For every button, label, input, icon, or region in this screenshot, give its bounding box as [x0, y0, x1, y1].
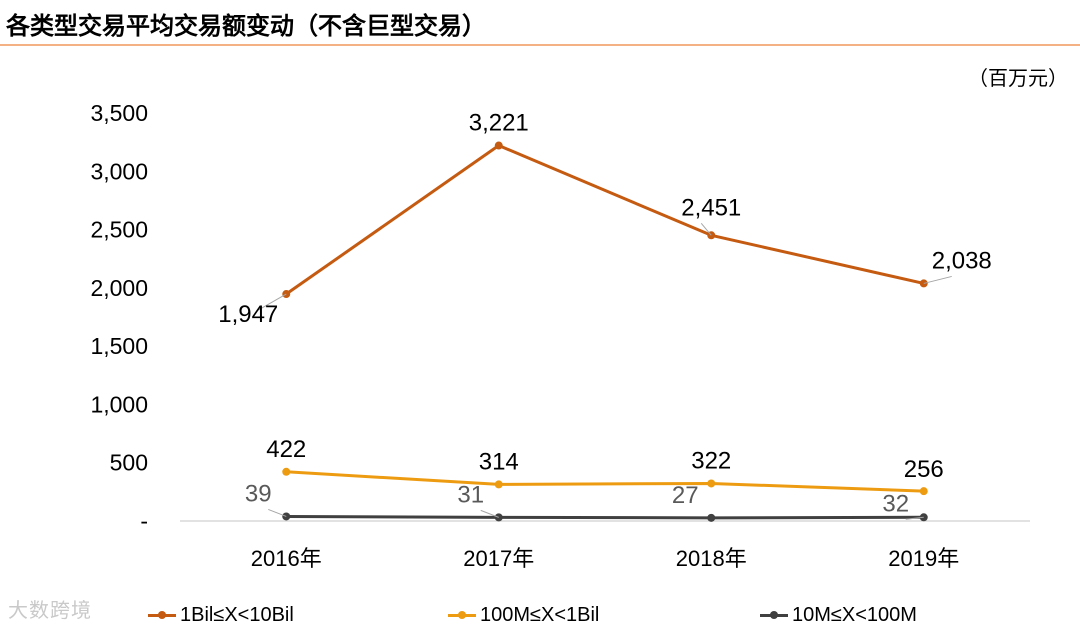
- legend-item-series-1: 100M≤X<1Bil: [448, 604, 599, 627]
- legend-label: 10M≤X<100M: [792, 604, 917, 627]
- data-point: [282, 468, 290, 476]
- data-label: 1,947: [218, 301, 278, 328]
- legend-label: 1Bil≤X<10Bil: [180, 604, 294, 627]
- data-label: 422: [266, 436, 306, 463]
- data-label: 314: [479, 448, 519, 475]
- y-tick-label: 2,500: [90, 217, 148, 243]
- data-point: [495, 142, 503, 150]
- data-label: 256: [904, 456, 944, 483]
- data-point: [920, 487, 928, 495]
- data-label: 2,038: [932, 247, 992, 274]
- data-label: 31: [457, 481, 484, 508]
- data-label: 39: [245, 480, 272, 507]
- x-tick-label: 2016年: [251, 546, 322, 571]
- y-tick-label: 3,500: [90, 100, 148, 126]
- legend-item-series-2: 10M≤X<100M: [760, 604, 917, 627]
- data-label: 322: [691, 447, 731, 474]
- x-tick-label: 2018年: [676, 546, 747, 571]
- x-tick-label: 2019年: [888, 546, 959, 571]
- data-point: [707, 479, 715, 487]
- data-label: 2,451: [681, 194, 741, 221]
- legend-item-series-0: 1Bil≤X<10Bil: [148, 604, 294, 627]
- legend-label: 100M≤X<1Bil: [480, 604, 599, 627]
- legend-swatch-icon: [760, 614, 788, 617]
- leader-line: [924, 276, 952, 283]
- data-point: [495, 480, 503, 488]
- series-line: [286, 146, 924, 295]
- y-tick-label: 1,000: [90, 391, 148, 417]
- y-tick-label: -: [140, 508, 148, 534]
- series-line: [286, 516, 924, 517]
- data-label: 3,221: [469, 110, 529, 137]
- data-label: 27: [672, 482, 699, 509]
- y-tick-label: 500: [110, 450, 148, 476]
- x-tick-label: 2017年: [463, 546, 534, 571]
- y-tick-label: 2,000: [90, 275, 148, 301]
- line-chart: - 500 1,000 1,500 2,000 2,500 3,000 3,500 2016年 2…: [0, 0, 1080, 600]
- legend-swatch-icon: [448, 614, 476, 617]
- legend-swatch-icon: [148, 614, 176, 617]
- y-tick-label: 3,000: [90, 158, 148, 184]
- y-tick-label: 1,500: [90, 333, 148, 359]
- leader-line: [268, 509, 286, 516]
- legend: 1Bil≤X<10Bil 100M≤X<1Bil 10M≤X<100M: [0, 604, 1080, 628]
- series-line: [286, 472, 924, 491]
- data-point: [707, 514, 715, 522]
- data-label: 32: [882, 490, 909, 517]
